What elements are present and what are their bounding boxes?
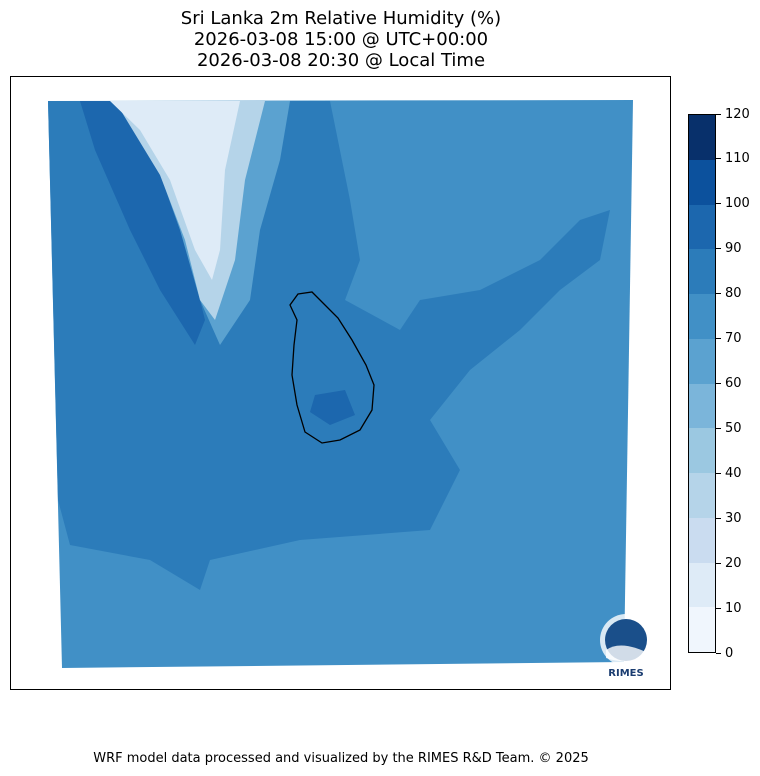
map-frame	[10, 76, 671, 690]
colorbar-segment	[689, 159, 715, 205]
colorbar	[688, 114, 716, 653]
field-90-100-land	[310, 390, 355, 425]
colorbar-segment	[689, 562, 715, 608]
colorbar-tick-label: 60	[725, 376, 742, 391]
colorbar-tick: 20	[716, 555, 742, 571]
colorbar-tick: 40	[716, 465, 742, 481]
title-line-3: 2026-03-08 20:30 @ Local Time	[196, 50, 486, 71]
colorbar-segment	[689, 115, 715, 160]
colorbar-tick: 30	[716, 510, 742, 526]
colorbar-segment	[689, 517, 715, 563]
field-10-20	[110, 101, 240, 280]
footer-credit: WRF model data processed and visualized …	[93, 751, 589, 766]
colorbar-tick-label: 70	[725, 331, 742, 347]
colorbar-segment	[689, 204, 715, 250]
colorbar-segment	[689, 249, 715, 294]
colorbar-tick: 60	[716, 376, 742, 391]
colorbar-tick: 100	[716, 196, 750, 212]
colorbar-segment	[689, 383, 715, 429]
colorbar-tick-label: 110	[725, 151, 750, 167]
map-title: Sri Lanka 2m Relative Humidity (%) 2026-…	[0, 8, 682, 71]
colorbar-tick-label: 0	[725, 645, 734, 661]
colorbar-segment	[689, 607, 715, 652]
colorbar-segment	[689, 428, 715, 473]
colorbar-tick-label: 20	[725, 555, 742, 571]
title-line-2: 2026-03-08 15:00 @ UTC+00:00	[193, 29, 489, 50]
logo-text: RIMES	[608, 668, 643, 679]
title-line-1: Sri Lanka 2m Relative Humidity (%)	[180, 8, 502, 29]
colorbar-segment	[689, 338, 715, 384]
field-90-100	[80, 101, 205, 345]
colorbar-tick-label: 90	[725, 241, 742, 257]
colorbar-tick: 70	[716, 331, 742, 347]
colorbar-tick-label: 30	[725, 510, 742, 526]
colorbar-tick-label: 80	[725, 286, 742, 302]
colorbar-tick: 80	[716, 286, 742, 302]
colorbar-tick-label: 50	[725, 420, 742, 436]
colorbar-tick: 50	[716, 420, 742, 436]
sri-lanka-outline	[289, 291, 375, 444]
colorbar-tick: 110	[716, 151, 750, 167]
rimes-logo: RIMES	[600, 614, 652, 679]
colorbar-segment	[689, 473, 715, 518]
colorbar-segment	[689, 294, 715, 339]
colorbar-tick-label: 40	[725, 465, 742, 481]
colorbar-tick: 120	[716, 106, 750, 122]
colorbar-tick-label: 100	[725, 196, 750, 212]
colorbar-tick: 10	[716, 600, 742, 616]
colorbar-tick-label: 120	[725, 106, 750, 122]
colorbar-tick-label: 10	[725, 600, 742, 616]
colorbar-tick: 0	[716, 645, 734, 661]
colorbar-tick: 90	[716, 241, 742, 257]
